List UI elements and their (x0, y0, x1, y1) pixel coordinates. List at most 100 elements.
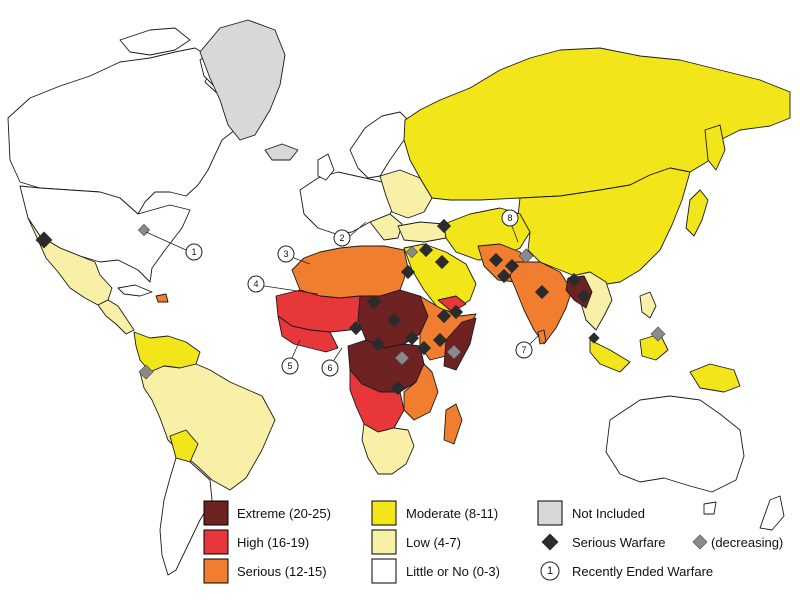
asia (397, 47, 791, 393)
svg-text:4: 4 (253, 279, 258, 289)
decreasing-warfare-marker (137, 223, 151, 237)
legend-item-not-included: Not Included (537, 500, 645, 526)
legend-item-moderate: Moderate (8-11) (371, 500, 498, 526)
svg-text:7: 7 (521, 345, 526, 355)
british-isles (317, 153, 335, 181)
serious-warfare-marker (404, 330, 420, 346)
serious-warfare-marker (488, 252, 504, 268)
svg-text:1: 1 (547, 565, 553, 577)
india (509, 261, 573, 345)
legend-item-serious-warfare: Serious Warfare (decreasing) (541, 533, 783, 551)
serious-warfare-marker (400, 264, 416, 280)
china-mongolia (517, 167, 691, 286)
russia (403, 47, 791, 201)
warfare-diamond-icon (541, 533, 559, 551)
legend-item-little: Little or No (0-3) (371, 558, 500, 584)
legend-item-ended-warfare: 1 Recently Ended Warfare (540, 561, 713, 581)
greenland (199, 19, 286, 141)
bolivia (169, 429, 199, 463)
svg-text:8: 8 (507, 213, 512, 223)
north-africa (291, 245, 409, 299)
cuba (117, 284, 153, 297)
callout-8: 8 (501, 209, 519, 227)
svg-text:Recently Ended Warfare: Recently Ended Warfare (572, 564, 713, 579)
legend-item-serious: Serious (12-15) (203, 558, 327, 584)
southern-africa (361, 423, 415, 475)
decreasing-warfare-marker (650, 326, 666, 342)
brazil-andes (139, 363, 276, 491)
arabia-levant (403, 243, 477, 313)
serious-warfare-marker (434, 254, 450, 270)
serious-warfare-marker (390, 380, 406, 396)
south-america (133, 331, 276, 576)
callout-6: 6 (321, 359, 339, 377)
serious-warfare-marker (432, 332, 448, 348)
west-africa-coast (277, 315, 339, 353)
decreasing-warfare-marker (405, 245, 419, 259)
new-zealand (759, 495, 785, 531)
callout-5: 5 (281, 357, 299, 375)
canadian-arctic-islands (119, 27, 191, 56)
scandinavia (349, 111, 411, 179)
callout-2: 2 (333, 229, 351, 247)
callout-3: 3 (277, 245, 295, 263)
svg-text:3: 3 (283, 249, 288, 259)
oceania (605, 395, 785, 531)
australia (605, 395, 745, 493)
callout-4: 4 (247, 275, 265, 293)
north-america (7, 19, 299, 335)
callout-1: 1 (185, 243, 203, 261)
serious-warfare-marker (366, 294, 382, 310)
serious-warfare-marker (576, 288, 592, 304)
svg-text:(decreasing): (decreasing) (711, 535, 783, 550)
serious-warfare-marker (348, 320, 364, 336)
serious-warfare-marker (448, 304, 464, 320)
svg-text:High (16-19): High (16-19) (237, 535, 309, 550)
svg-text:Moderate (8-11): Moderate (8-11) (406, 506, 498, 521)
svg-text:1: 1 (191, 247, 196, 257)
east-africa (403, 363, 439, 421)
central-america (97, 299, 135, 335)
legend-item-extreme: Extreme (20-25) (203, 500, 331, 526)
serious-warfare-marker (534, 284, 550, 300)
warfare-markers (35, 218, 666, 396)
serious-warfare-marker (504, 258, 520, 274)
legend-item-low: Low (4-7) (371, 529, 461, 555)
iceland (264, 143, 299, 161)
serious-warfare-marker (496, 268, 512, 284)
eastern-europe (379, 169, 433, 219)
svg-text:5: 5 (287, 361, 292, 371)
southern-cone (159, 457, 213, 576)
indonesia-east (639, 333, 669, 361)
philippines (639, 291, 657, 319)
new-guinea (689, 363, 741, 393)
svg-text:6: 6 (327, 363, 332, 373)
legend: Extreme (20-25) High (16-19) Serious (12… (203, 500, 783, 584)
serious-warfare-marker (370, 336, 386, 352)
ended-warfare-circle-icon (540, 561, 560, 581)
serious-warfare-marker (418, 242, 434, 258)
svg-text:Serious (12-15): Serious (12-15) (237, 564, 327, 579)
tasmania (703, 501, 717, 515)
callout-7: 7 (515, 341, 533, 359)
legend-item-high: High (16-19) (203, 529, 309, 555)
sri-lanka (537, 329, 547, 345)
haiti (155, 293, 169, 303)
serious-warfare-marker (416, 340, 432, 356)
decreasing-warfare-marker (138, 364, 154, 380)
svg-text:Little or No (0-3): Little or No (0-3) (406, 564, 500, 579)
serious-warfare-marker (436, 218, 452, 234)
europe (299, 111, 433, 241)
svg-text:Low (4-7): Low (4-7) (406, 535, 461, 550)
decreasing-warfare-marker (394, 350, 410, 366)
serious-warfare-marker (386, 312, 402, 328)
serious-warfare-marker (566, 272, 582, 288)
svg-text:Not Included: Not Included (572, 506, 645, 521)
svg-text:2: 2 (339, 233, 344, 243)
decreasing-warfare-marker (446, 344, 462, 360)
indonesia-west (589, 339, 631, 373)
japan (685, 189, 709, 237)
madagascar (443, 403, 463, 445)
ended-warfare-callouts: 1 2 3 4 5 6 7 (145, 209, 539, 377)
